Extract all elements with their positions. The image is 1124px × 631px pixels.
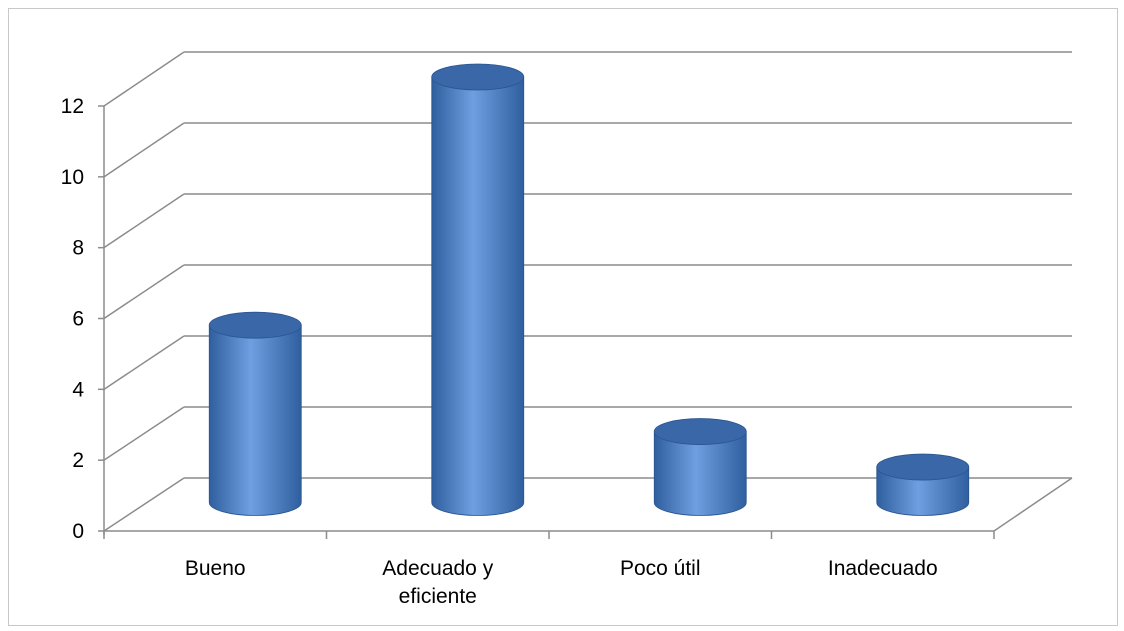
y-tick-label: 0 (72, 520, 84, 543)
axes (98, 105, 1073, 539)
category-labels: Bueno Adecuado y eficiente Poco útil Inadecu… (185, 557, 938, 608)
bar-chart: 0 2 4 6 8 10 12 Bueno Adecuado y eficiente Poco ú… (61, 51, 1073, 608)
gridline-side (103, 335, 185, 390)
y-tick-labels: 0 2 4 6 8 10 12 (61, 95, 85, 543)
gridline-side (103, 264, 185, 320)
y-tick-label: 12 (61, 95, 84, 118)
gridline-side (103, 51, 185, 107)
category-label: Bueno (185, 557, 246, 580)
bar (208, 311, 302, 516)
bar (876, 453, 970, 516)
gridlines (103, 51, 1072, 532)
gridline-side (103, 406, 185, 461)
chart-frame: 0 2 4 6 8 10 12 Bueno Adecuado y eficiente Poco ú… (8, 8, 1118, 626)
category-label: Poco útil (620, 557, 701, 580)
y-tick-label: 10 (61, 166, 84, 189)
floor-edge (993, 477, 1073, 532)
y-tick-label: 4 (72, 378, 84, 401)
y-tick-label: 6 (72, 308, 84, 331)
gridline-side (103, 193, 185, 249)
bar (431, 63, 525, 516)
category-label: Inadecuado (828, 557, 938, 580)
gridline-side (103, 122, 185, 178)
y-tick-label: 8 (72, 237, 84, 260)
category-label: Adecuado y eficiente (382, 557, 493, 608)
bar (653, 418, 747, 516)
bars (208, 63, 970, 516)
gridline-side (103, 477, 185, 532)
y-tick-label: 2 (72, 449, 84, 472)
